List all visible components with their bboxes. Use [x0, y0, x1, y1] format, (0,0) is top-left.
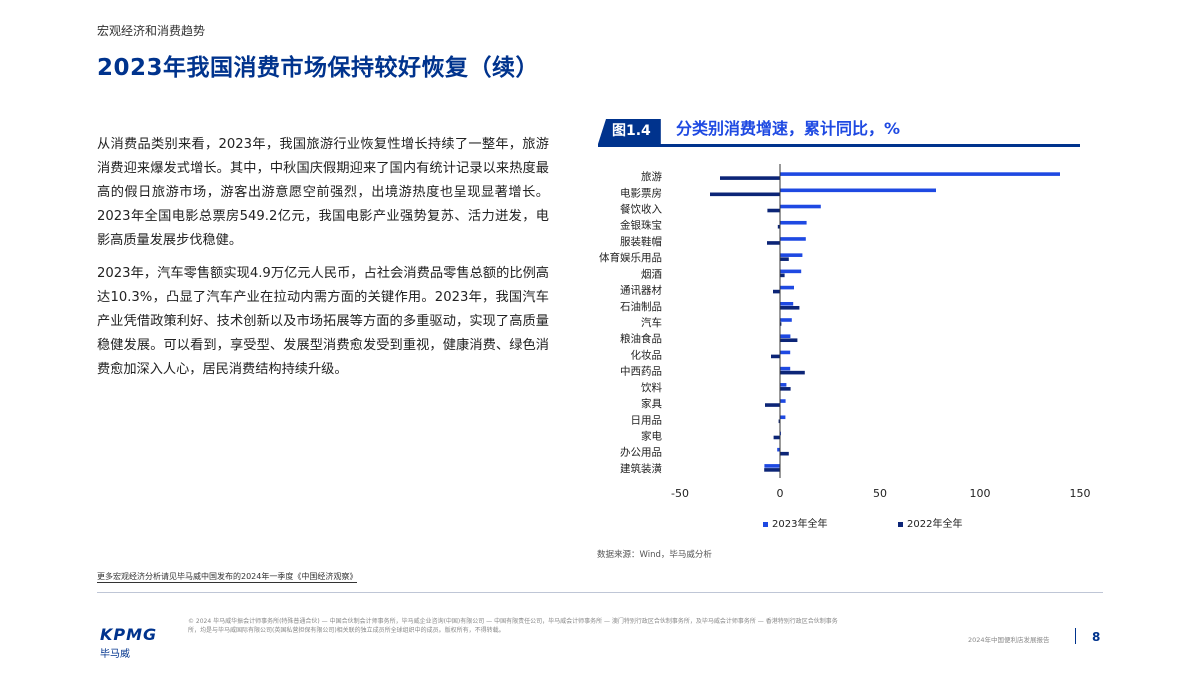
bar-2023: [780, 204, 821, 209]
bar-2023: [780, 237, 806, 241]
page-separator: [1075, 628, 1076, 644]
bar-2023: [777, 447, 780, 452]
category-label: 服装鞋帽: [620, 235, 662, 248]
category-label: 化妆品: [631, 348, 663, 361]
bar-2022: [777, 224, 780, 229]
category-label: 通讯器材: [620, 284, 662, 297]
bar-2022: [720, 176, 780, 180]
category-label: 中西药品: [620, 365, 662, 378]
logo-chinese: 毕马威: [100, 649, 130, 660]
legend-item-2023: 2023年全年: [763, 515, 827, 530]
bar-2022: [771, 354, 780, 359]
bar-2023: [780, 301, 794, 306]
bar-2023: [780, 172, 1060, 176]
x-tick-label: -50: [671, 487, 689, 500]
bar-2022: [773, 435, 780, 440]
disclaimer: © 2024 毕马威华振会计师事务所(特殊普通合伙) — 中国合伙制会计师事务所…: [188, 618, 838, 634]
category-label: 电影票房: [620, 186, 662, 199]
x-tick-label: 150: [1070, 487, 1091, 500]
section-label: 宏观经济和消费趋势: [97, 24, 206, 38]
data-source: 数据来源：Wind，毕马威分析: [597, 550, 712, 560]
bar-2022: [780, 305, 800, 310]
bar-2023: [780, 269, 802, 274]
bar-2022: [773, 289, 780, 294]
paragraph: 从消费品类别来看，2023年，我国旅游行业恢复性增长持续了一整年，旅游消费迎来爆…: [97, 137, 549, 248]
figure-badge: 图1.4: [598, 119, 661, 144]
legend-swatch-2022: [898, 521, 903, 527]
figure-header: 图1.4 分类别消费增速，累计同比，%: [598, 115, 1080, 147]
category-label: 体育娱乐用品: [599, 251, 662, 264]
legend-item-2022: 2022年全年: [898, 515, 962, 530]
x-tick-label: 50: [873, 487, 887, 500]
bar-2023: [780, 399, 786, 403]
category-label: 建筑装潢: [620, 462, 662, 475]
x-tick-label: 100: [970, 487, 991, 500]
bar-2023: [780, 415, 786, 420]
legend-swatch-2023: [763, 521, 768, 527]
category-label: 旅游: [641, 170, 662, 183]
bar-2022: [778, 419, 780, 424]
footer-rule: [97, 592, 1103, 593]
bar-2023: [764, 464, 780, 468]
category-label: 烟酒: [641, 267, 662, 280]
category-label: 石油制品: [620, 300, 662, 313]
legend-label-2022: 2022年全年: [907, 519, 963, 530]
logo-wordmark: KPMG: [100, 625, 158, 644]
bar-2023: [780, 188, 936, 193]
category-label: 饮料: [641, 381, 662, 394]
bar-2022: [780, 338, 798, 343]
bar-2023: [780, 383, 787, 387]
category-label: 金银珠宝: [620, 219, 662, 232]
category-label: 粮油食品: [620, 332, 662, 345]
bar-chart: 旅游电影票房餐饮收入金银珠宝服装鞋帽体育娱乐用品烟酒通讯器材石油制品汽车粮油食品…: [599, 164, 1091, 500]
legend-label-2023: 2023年全年: [772, 519, 828, 530]
bar-2022: [780, 257, 789, 261]
report-name: 2024年中国便利店发展报告: [968, 636, 1050, 644]
page-number: 8: [1092, 630, 1101, 644]
bar-2022: [780, 451, 789, 456]
category-label: 汽车: [641, 316, 662, 329]
figure-rule: [598, 144, 1080, 147]
paragraph: 2023年，汽车零售额实现4.9万亿元人民币，占社会消费品零售总额的比例高达10…: [97, 266, 549, 377]
kpmg-logo: KPMG 毕马威: [100, 625, 157, 660]
category-label: 办公用品: [620, 446, 662, 459]
more-analysis-link[interactable]: 更多宏观经济分析请见毕马威中国发布的2024年一季度《中国经济观察》: [97, 572, 358, 583]
category-label: 日用品: [631, 414, 663, 426]
bar-2022: [764, 468, 780, 472]
bar-2023: [780, 285, 794, 290]
bar-2023: [780, 220, 807, 225]
bar-2022: [767, 241, 780, 245]
figure-title: 分类别消费增速，累计同比，%: [676, 119, 901, 138]
bar-2022: [780, 322, 782, 326]
bar-2022: [710, 192, 780, 197]
category-label: 家电: [641, 429, 662, 442]
bar-2023: [780, 334, 791, 339]
category-label: 家具: [641, 397, 662, 410]
body-text: 从消费品类别来看，2023年，我国旅游行业恢复性增长持续了一整年，旅游消费迎来爆…: [97, 133, 549, 391]
page-title: 2023年我国消费市场保持较好恢复（续）: [97, 55, 540, 81]
bar-2023: [780, 318, 792, 322]
bar-2022: [767, 208, 780, 213]
category-label: 餐饮收入: [620, 203, 662, 216]
bar-2023: [780, 350, 791, 355]
bar-2022: [780, 370, 805, 375]
bar-2023: [780, 253, 803, 257]
bar-2023: [780, 366, 791, 371]
x-tick-label: 0: [777, 487, 784, 500]
bar-2022: [780, 273, 785, 278]
bar-2022: [780, 387, 791, 391]
bar-2022: [765, 403, 780, 407]
